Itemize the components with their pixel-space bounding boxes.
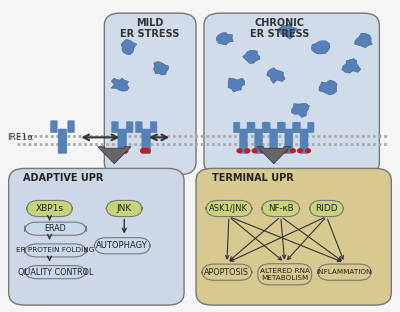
FancyBboxPatch shape — [308, 122, 314, 133]
FancyBboxPatch shape — [294, 122, 300, 133]
FancyBboxPatch shape — [279, 122, 285, 133]
Text: ASK1/JNK: ASK1/JNK — [209, 204, 248, 213]
FancyBboxPatch shape — [196, 168, 391, 305]
FancyBboxPatch shape — [277, 122, 284, 133]
Polygon shape — [292, 103, 309, 117]
Text: INFLAMMATION: INFLAMMATION — [317, 269, 372, 275]
Circle shape — [282, 149, 287, 153]
Text: MILD
ER STRESS: MILD ER STRESS — [120, 18, 180, 39]
FancyBboxPatch shape — [68, 121, 74, 133]
Circle shape — [290, 149, 295, 153]
FancyBboxPatch shape — [247, 122, 254, 133]
Polygon shape — [267, 68, 285, 83]
FancyBboxPatch shape — [112, 121, 118, 133]
Text: ADAPTIVE UPR: ADAPTIVE UPR — [23, 173, 103, 183]
Text: QUALITY CONTROL: QUALITY CONTROL — [18, 268, 93, 277]
FancyBboxPatch shape — [25, 222, 86, 235]
FancyBboxPatch shape — [206, 200, 252, 217]
FancyBboxPatch shape — [285, 129, 293, 154]
Polygon shape — [98, 147, 131, 164]
FancyBboxPatch shape — [50, 121, 57, 133]
Text: TERMINAL UPR: TERMINAL UPR — [212, 173, 294, 183]
FancyBboxPatch shape — [318, 264, 372, 280]
Text: RIDD: RIDD — [315, 204, 338, 213]
Circle shape — [275, 149, 280, 153]
Text: IRE1α: IRE1α — [7, 133, 33, 142]
FancyBboxPatch shape — [9, 168, 184, 305]
Circle shape — [267, 149, 272, 153]
Text: ALTERED RNA
METABOLISM: ALTERED RNA METABOLISM — [260, 268, 310, 281]
Text: CHRONIC
ER STRESS: CHRONIC ER STRESS — [250, 18, 310, 39]
FancyBboxPatch shape — [150, 121, 157, 133]
Text: AUTOPHAGY: AUTOPHAGY — [96, 241, 148, 250]
Circle shape — [298, 149, 302, 153]
FancyBboxPatch shape — [142, 129, 150, 154]
Polygon shape — [121, 39, 137, 55]
Text: NF-κB: NF-κB — [268, 204, 294, 213]
Circle shape — [141, 149, 146, 153]
Polygon shape — [228, 78, 245, 92]
Text: ER PROTEIN FOLDING: ER PROTEIN FOLDING — [16, 247, 95, 253]
FancyBboxPatch shape — [136, 121, 142, 133]
Circle shape — [144, 149, 150, 153]
FancyBboxPatch shape — [292, 122, 299, 133]
FancyBboxPatch shape — [270, 129, 278, 154]
Circle shape — [118, 149, 124, 153]
Circle shape — [237, 149, 242, 153]
Circle shape — [252, 149, 257, 153]
FancyBboxPatch shape — [240, 129, 248, 154]
Polygon shape — [216, 32, 233, 45]
Text: JNK: JNK — [117, 204, 132, 213]
Polygon shape — [319, 80, 337, 95]
FancyBboxPatch shape — [264, 122, 270, 133]
Polygon shape — [111, 78, 129, 91]
Polygon shape — [243, 51, 260, 64]
FancyBboxPatch shape — [249, 122, 255, 133]
FancyBboxPatch shape — [25, 266, 86, 279]
Circle shape — [245, 149, 250, 153]
FancyBboxPatch shape — [58, 129, 67, 154]
FancyBboxPatch shape — [118, 129, 127, 154]
FancyBboxPatch shape — [27, 200, 72, 217]
FancyBboxPatch shape — [262, 122, 268, 133]
Text: APOPTOSIS: APOPTOSIS — [204, 268, 250, 277]
FancyBboxPatch shape — [202, 264, 252, 280]
Polygon shape — [279, 24, 297, 39]
Circle shape — [260, 149, 265, 153]
FancyBboxPatch shape — [94, 238, 150, 254]
FancyBboxPatch shape — [262, 200, 300, 217]
Circle shape — [122, 149, 128, 153]
Polygon shape — [312, 41, 330, 54]
FancyBboxPatch shape — [300, 129, 308, 154]
Polygon shape — [257, 147, 290, 164]
FancyBboxPatch shape — [255, 129, 262, 154]
Polygon shape — [342, 59, 361, 73]
FancyBboxPatch shape — [204, 13, 379, 175]
Circle shape — [306, 149, 310, 153]
FancyBboxPatch shape — [310, 200, 344, 217]
Text: XBP1s: XBP1s — [36, 204, 64, 213]
FancyBboxPatch shape — [106, 200, 142, 217]
FancyBboxPatch shape — [104, 13, 196, 175]
FancyBboxPatch shape — [234, 122, 240, 133]
FancyBboxPatch shape — [126, 121, 133, 133]
Text: ERAD: ERAD — [45, 224, 66, 233]
FancyBboxPatch shape — [258, 264, 312, 285]
Polygon shape — [355, 33, 372, 48]
FancyBboxPatch shape — [25, 244, 86, 257]
Polygon shape — [154, 61, 168, 75]
